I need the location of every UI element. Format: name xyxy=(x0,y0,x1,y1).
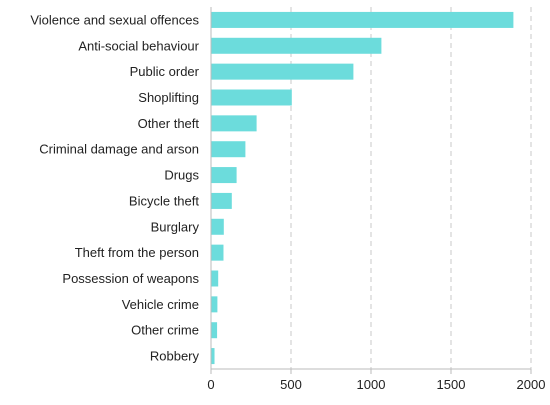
bar xyxy=(211,348,215,365)
bar xyxy=(211,167,237,184)
x-tick-label: 0 xyxy=(207,377,214,392)
category-label: Violence and sexual offences xyxy=(30,12,199,27)
category-label: Robbery xyxy=(150,349,200,364)
category-label: Bicycle theft xyxy=(129,193,199,208)
bar xyxy=(211,322,218,339)
bar xyxy=(211,63,354,80)
grid-lines xyxy=(290,7,532,369)
bar xyxy=(211,11,514,28)
bar xyxy=(211,141,246,158)
bars xyxy=(211,11,514,365)
category-label: Vehicle crime xyxy=(122,297,199,312)
bar xyxy=(211,296,218,313)
category-label: Shoplifting xyxy=(138,90,199,105)
x-tick-label: 1500 xyxy=(437,377,466,392)
category-label: Theft from the person xyxy=(75,245,199,260)
x-axis: 0 500 1000 1500 2000 xyxy=(207,7,545,392)
category-label: Drugs xyxy=(164,168,199,183)
bar xyxy=(211,244,224,261)
x-tick-label: 2000 xyxy=(517,377,546,392)
x-tick-label: 500 xyxy=(280,377,302,392)
bar xyxy=(211,218,224,235)
category-label: Criminal damage and arson xyxy=(39,142,199,157)
x-tick-label: 1000 xyxy=(357,377,386,392)
bar xyxy=(211,115,257,132)
category-label: Possession of weapons xyxy=(62,271,199,286)
bar xyxy=(211,270,219,287)
category-label: Burglary xyxy=(151,219,200,234)
category-label: Other crime xyxy=(131,323,199,338)
bar xyxy=(211,89,292,106)
category-label: Anti-social behaviour xyxy=(78,38,199,53)
category-labels: Violence and sexual offences Anti-social … xyxy=(30,12,199,363)
category-label: Other theft xyxy=(138,116,200,131)
category-label: Public order xyxy=(130,64,200,79)
bar xyxy=(211,192,232,209)
bar xyxy=(211,37,382,54)
